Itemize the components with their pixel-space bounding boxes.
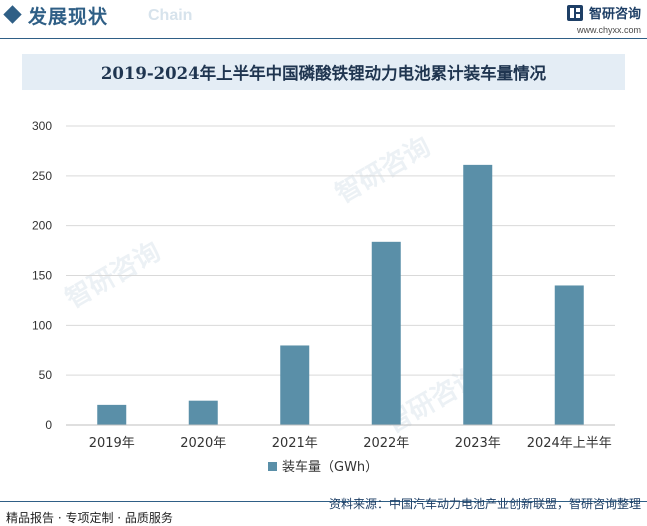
- y-tick-label: 150: [32, 269, 52, 283]
- bars: [97, 164, 584, 425]
- y-tick-label: 200: [32, 219, 52, 233]
- footer-divider: [0, 501, 647, 502]
- legend: 装车量（GWh）: [268, 459, 378, 475]
- bar: [371, 241, 401, 425]
- brand-name: 智研咨询: [589, 7, 642, 22]
- footer-tagline: 精品报告 · 专项定制 · 品质服务: [6, 511, 173, 525]
- bar: [280, 345, 310, 425]
- x-tick-label: 2021年: [272, 436, 318, 451]
- bar: [97, 404, 127, 425]
- section-title: 发展现状: [28, 6, 109, 28]
- brand-url: www.chyxx.com: [576, 25, 641, 35]
- legend-swatch: [268, 462, 277, 471]
- y-tick-label: 50: [39, 368, 53, 382]
- x-tick-label: 2020年: [180, 436, 226, 451]
- bar: [554, 285, 584, 425]
- x-tick-label: 2022年: [363, 436, 409, 451]
- diamond-icon: [3, 5, 22, 24]
- legend-label: 装车量（GWh）: [282, 459, 378, 475]
- chart-title-box: 2019-2024年上半年中国磷酸铁锂动力电池累计装车量情况: [22, 54, 625, 90]
- header: 发展现状 Chain 智研咨询 www.chyxx.com: [0, 0, 647, 35]
- y-tick-label: 100: [32, 318, 52, 332]
- bar-chart: 0 50 100 150 200 250 300 2019年 2020年 2021年 2022年 20…: [32, 119, 615, 475]
- section-subtitle: Chain: [148, 7, 193, 24]
- y-tick-label: 0: [45, 418, 52, 432]
- header-divider: [0, 38, 647, 39]
- x-tick-label: 2024年上半年: [527, 436, 612, 451]
- grid-lines: [66, 125, 615, 376]
- brand-logo-icon: [567, 5, 583, 21]
- y-tick-label: 250: [32, 169, 52, 183]
- x-tick-label: 2019年: [89, 436, 135, 451]
- chart-title: 2019-2024年上半年中国磷酸铁锂动力电池累计装车量情况: [100, 64, 547, 83]
- x-tick-label: 2023年: [455, 436, 501, 451]
- source-note: 资料来源：中国汽车动力电池产业创新联盟，智研咨询整理: [328, 497, 641, 511]
- y-tick-label: 300: [32, 119, 52, 133]
- bar: [463, 164, 493, 425]
- axes: 0 50 100 150 200 250 300 2019年 2020年 2021年 2022年 20…: [32, 119, 615, 451]
- bar: [188, 400, 218, 425]
